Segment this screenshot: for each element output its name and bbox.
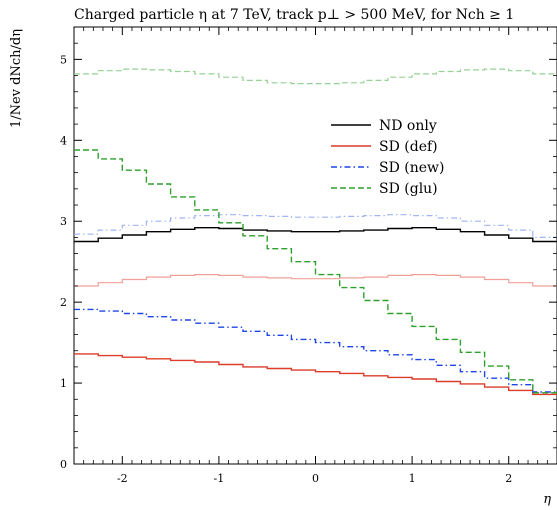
series-line-3: [74, 149, 557, 394]
x-axis-label: η: [543, 492, 551, 507]
series-line-1: [74, 353, 557, 396]
y-tick-label: 0: [60, 458, 67, 471]
series-line-4: [74, 274, 557, 287]
x-tick-label: 1: [409, 472, 416, 485]
series-line-0: [74, 227, 557, 243]
legend-label: ND only: [379, 118, 437, 134]
legend-label: SD (glu): [379, 181, 438, 197]
y-axis-label: 1/Nev dNch/dη: [9, 29, 24, 128]
series-line-6: [74, 68, 557, 85]
x-tick-label: 0: [312, 472, 319, 485]
x-tick-label: -1: [214, 472, 225, 485]
legend: ND only SD (def) SD (new) SD (glu): [331, 118, 444, 197]
series-line-2: [74, 308, 557, 393]
y-tick-label: 5: [60, 53, 67, 66]
x-tick-label: -2: [117, 472, 128, 485]
y-tick-label: 2: [60, 296, 67, 309]
series-layer: [74, 68, 557, 396]
x-tick-label: 2: [505, 472, 512, 485]
series-line-5: [74, 214, 557, 238]
legend-label: SD (new): [379, 160, 444, 176]
ticks-layer: -2 -1 0 1 2 0 1 2 3 4 5: [60, 26, 557, 485]
plot-frame: [73, 26, 557, 465]
chart-title: Charged particle η at 7 TeV, track p⊥ > …: [74, 7, 514, 23]
y-tick-label: 4: [60, 134, 67, 147]
y-tick-label: 3: [60, 215, 67, 228]
legend-label: SD (def): [379, 139, 438, 155]
y-tick-label: 1: [60, 377, 67, 390]
